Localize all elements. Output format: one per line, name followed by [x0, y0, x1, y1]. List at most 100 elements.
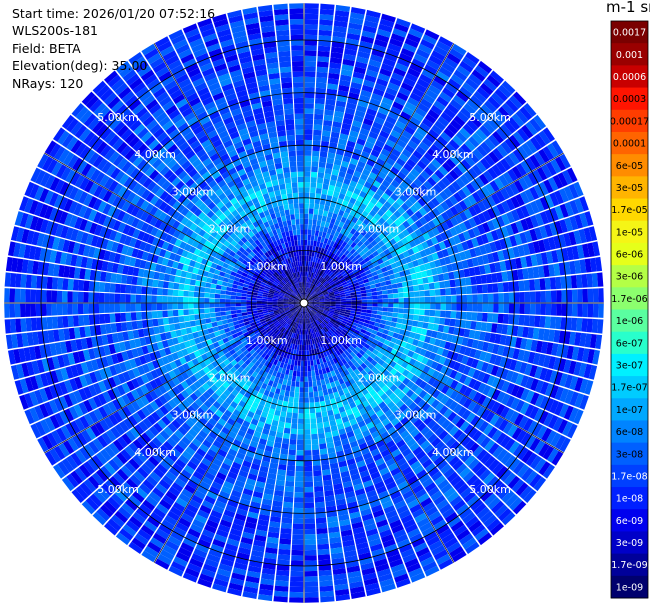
data-cell — [551, 343, 559, 356]
data-cell — [361, 84, 374, 93]
data-cell — [278, 464, 287, 471]
data-cell — [389, 38, 404, 48]
data-cell — [500, 368, 509, 380]
data-cell — [395, 578, 411, 588]
data-cell — [433, 243, 442, 252]
data-cell — [404, 242, 412, 251]
data-cell — [370, 287, 377, 293]
data-cell — [372, 349, 379, 356]
data-cell — [413, 237, 421, 246]
data-cell — [372, 295, 378, 300]
data-cell — [318, 284, 324, 289]
data-cell — [326, 157, 335, 164]
data-cell — [460, 143, 472, 155]
data-cell — [437, 479, 450, 490]
data-cell — [308, 282, 311, 288]
data-cell — [431, 227, 440, 236]
data-cell — [361, 30, 376, 39]
data-cell — [423, 416, 433, 426]
data-cell — [436, 40, 451, 53]
data-cell — [309, 277, 313, 283]
data-cell — [323, 205, 330, 212]
data-cell — [325, 284, 331, 289]
data-cell — [340, 322, 347, 327]
data-cell — [374, 362, 382, 370]
data-cell — [280, 522, 292, 529]
data-cell — [424, 29, 440, 41]
data-cell — [319, 358, 324, 364]
data-cell — [358, 349, 366, 356]
data-cell — [357, 51, 371, 59]
data-cell — [304, 24, 318, 30]
data-cell — [319, 329, 324, 335]
data-cell — [474, 349, 482, 360]
data-cell — [582, 288, 588, 303]
data-cell — [465, 516, 479, 529]
data-cell — [344, 48, 357, 56]
data-cell — [331, 284, 337, 289]
data-cell — [325, 301, 331, 303]
data-cell — [468, 329, 476, 339]
data-cell — [304, 145, 312, 151]
data-cell — [324, 305, 331, 307]
data-cell — [408, 358, 417, 366]
data-cell — [388, 257, 396, 265]
data-cell — [312, 219, 317, 225]
data-cell — [471, 358, 479, 369]
data-cell — [558, 358, 567, 372]
data-cell — [444, 341, 452, 350]
data-cell — [321, 340, 326, 347]
data-cell — [366, 108, 377, 117]
data-cell — [245, 575, 260, 584]
data-cell — [325, 338, 330, 344]
data-cell — [402, 553, 417, 563]
data-cell — [371, 93, 383, 102]
data-cell — [341, 234, 347, 242]
data-cell — [290, 560, 304, 566]
data-cell — [579, 332, 587, 347]
data-cell — [384, 325, 391, 331]
data-cell — [288, 449, 296, 456]
data-cell — [481, 198, 492, 210]
data-cell — [360, 508, 372, 517]
data-cell — [517, 326, 524, 337]
data-cell — [483, 472, 496, 485]
data-cell — [317, 318, 322, 324]
data-cell — [369, 267, 376, 273]
data-cell — [306, 282, 309, 288]
data-cell — [463, 491, 476, 503]
data-cell — [334, 308, 341, 311]
data-cell — [309, 203, 315, 209]
data-cell — [550, 290, 557, 303]
data-cell — [404, 398, 414, 407]
data-cell — [314, 251, 318, 258]
data-cell — [382, 298, 389, 303]
data-cell — [379, 277, 386, 283]
data-cell — [431, 345, 439, 354]
data-cell — [314, 304, 320, 306]
data-cell — [409, 331, 416, 339]
data-cell — [404, 269, 411, 276]
data-cell — [533, 440, 546, 455]
data-cell — [409, 254, 417, 262]
data-cell — [533, 476, 547, 492]
data-cell — [276, 564, 290, 571]
data-cell — [494, 240, 502, 251]
data-cell — [571, 303, 578, 317]
data-cell — [385, 157, 396, 166]
data-cell — [356, 294, 362, 298]
data-cell — [529, 291, 536, 303]
data-cell — [474, 176, 485, 188]
data-cell — [431, 437, 442, 448]
data-cell — [538, 410, 549, 425]
data-cell — [319, 299, 325, 302]
data-cell — [478, 173, 489, 186]
data-cell — [574, 393, 584, 408]
data-cell — [328, 223, 334, 230]
data-cell — [324, 267, 329, 274]
data-cell — [335, 306, 341, 309]
data-cell — [397, 412, 406, 422]
data-cell — [472, 203, 482, 215]
data-cell — [372, 417, 381, 426]
data-cell — [339, 332, 345, 339]
